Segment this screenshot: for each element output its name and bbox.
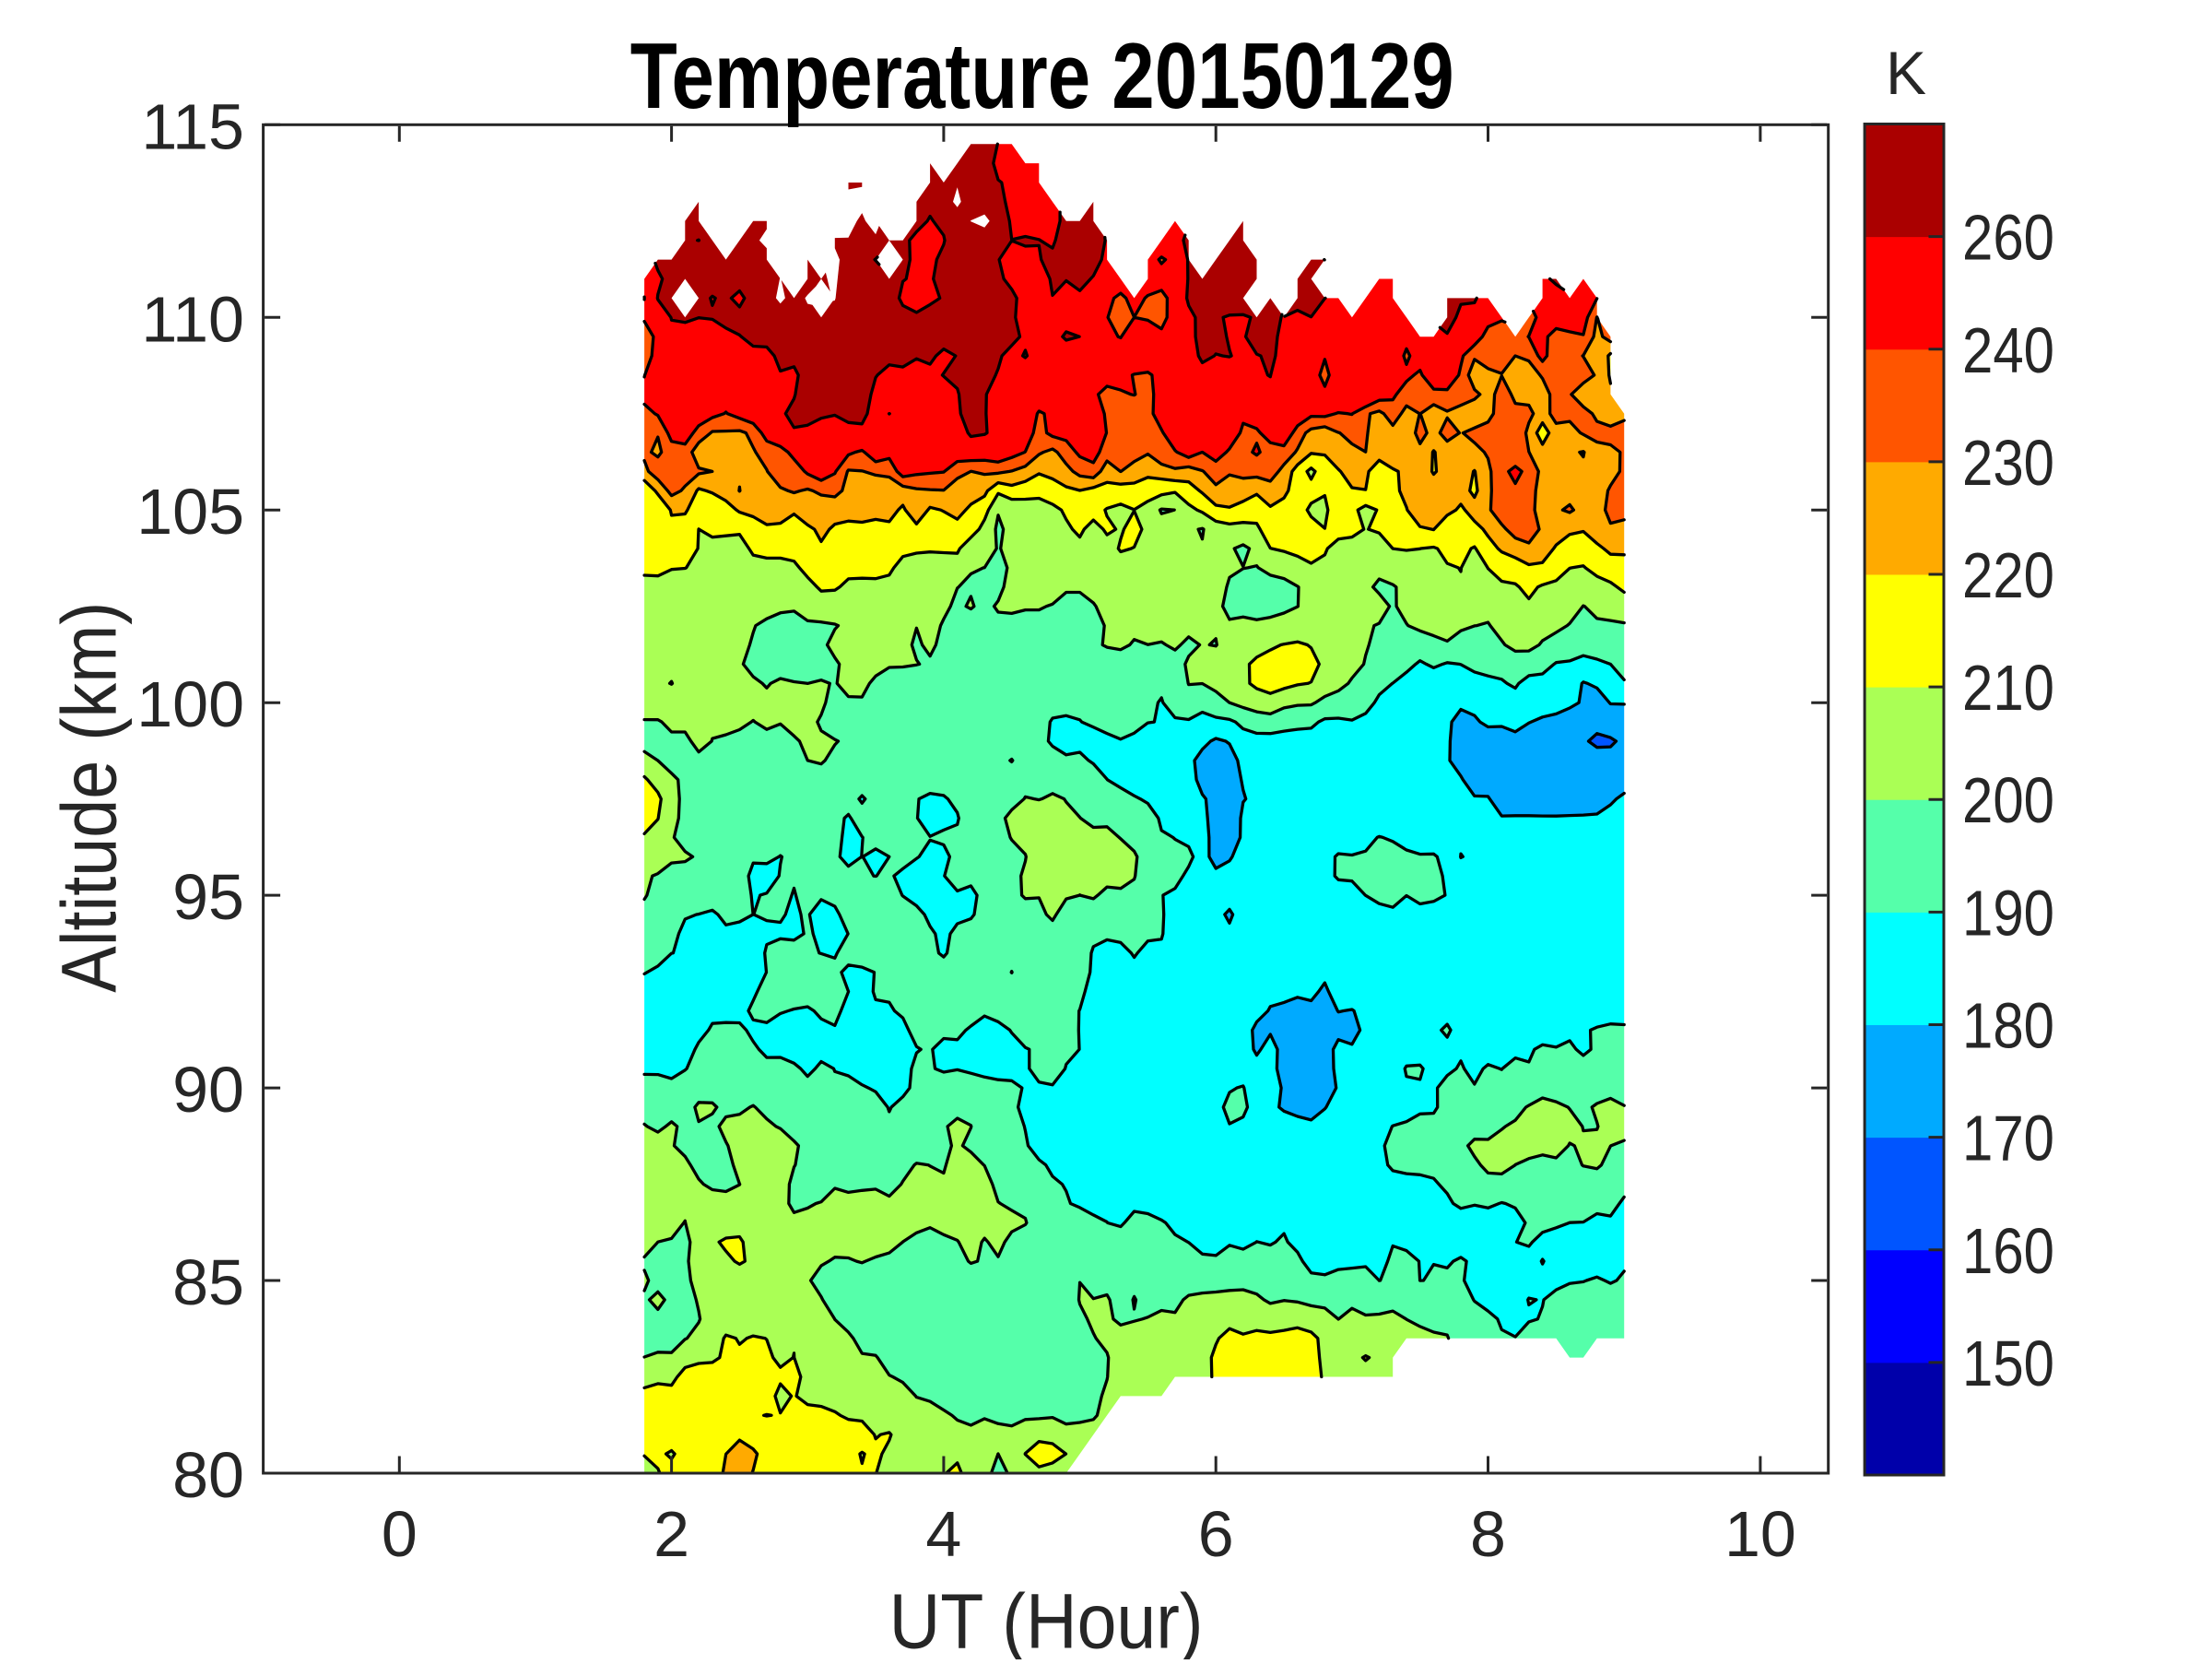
svg-text:160: 160 <box>1962 1215 2054 1287</box>
svg-text:2: 2 <box>653 1498 689 1570</box>
svg-text:4: 4 <box>925 1498 961 1570</box>
svg-text:260: 260 <box>1962 202 2054 274</box>
svg-text:210: 210 <box>1962 652 2054 724</box>
svg-text:240: 240 <box>1962 314 2054 386</box>
svg-text:190: 190 <box>1962 877 2054 949</box>
svg-text:Temperature 20150129: Temperature 20150129 <box>630 25 1454 128</box>
svg-text:180: 180 <box>1962 990 2054 1062</box>
svg-text:10: 10 <box>1724 1498 1796 1570</box>
svg-text:115: 115 <box>141 90 244 162</box>
svg-text:K: K <box>1886 39 1926 107</box>
svg-text:110: 110 <box>141 283 244 355</box>
svg-text:95: 95 <box>172 861 244 933</box>
svg-text:80: 80 <box>172 1439 244 1511</box>
svg-text:220: 220 <box>1962 539 2054 611</box>
svg-text:90: 90 <box>172 1054 244 1126</box>
svg-text:170: 170 <box>1962 1103 2054 1174</box>
svg-text:200: 200 <box>1962 764 2054 836</box>
svg-text:Altitude (km): Altitude (km) <box>46 602 133 993</box>
svg-text:UT (Hour): UT (Hour) <box>889 1577 1204 1659</box>
svg-text:105: 105 <box>136 476 244 548</box>
svg-text:6: 6 <box>1198 1498 1234 1570</box>
svg-text:230: 230 <box>1962 427 2054 499</box>
svg-text:0: 0 <box>382 1498 418 1570</box>
svg-text:8: 8 <box>1470 1498 1506 1570</box>
svg-text:100: 100 <box>136 668 244 740</box>
svg-text:85: 85 <box>172 1246 244 1318</box>
svg-text:150: 150 <box>1962 1328 2054 1399</box>
